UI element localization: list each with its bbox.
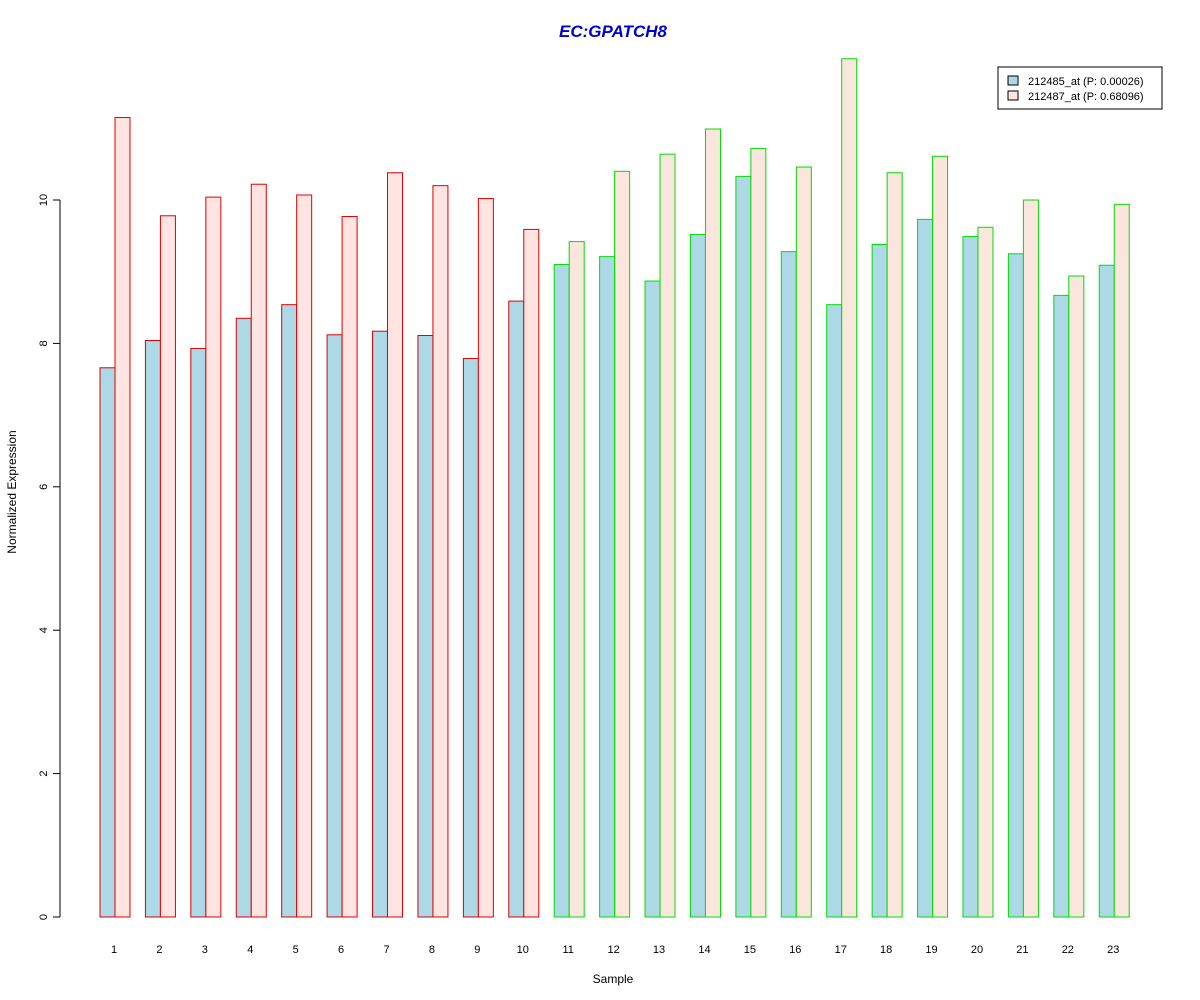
bar-212487-sample-23 (1113, 203, 1130, 918)
x-tick-label: 6 (338, 944, 344, 956)
x-tick-label: 14 (698, 944, 710, 956)
bar-212487-sample-18 (886, 172, 903, 918)
bar-212487-sample-22 (1068, 275, 1085, 918)
bar-212485-sample-12 (599, 256, 616, 918)
bar-212485-sample-7 (372, 330, 389, 918)
legend: 212485_at (P: 0.00026) 212487_at (P: 0.6… (997, 66, 1163, 110)
bar-212485-sample-22 (1053, 294, 1070, 918)
bar-212487-sample-7 (387, 172, 404, 918)
bar-212485-sample-8 (417, 335, 434, 918)
bar-212485-sample-11 (553, 264, 570, 918)
bar-212487-sample-10 (523, 228, 540, 918)
bar-212487-sample-21 (1022, 199, 1039, 918)
x-tick-label: 21 (1016, 944, 1028, 956)
x-tick-label: 4 (247, 944, 253, 956)
legend-label-series-1: 212485_at (P: 0.00026) (1028, 76, 1144, 88)
bar-212485-sample-9 (462, 357, 479, 918)
bar-212487-sample-11 (568, 241, 585, 918)
bar-212487-sample-2 (159, 215, 176, 918)
bar-212485-sample-20 (962, 236, 979, 918)
x-tick-label: 18 (880, 944, 892, 956)
bar-212487-sample-16 (795, 166, 812, 918)
chart-title: EC:GPATCH8 (559, 22, 668, 41)
x-tick-label: 5 (293, 944, 299, 956)
bar-212487-sample-9 (477, 198, 494, 918)
bar-212485-sample-17 (826, 304, 843, 918)
x-tick-label: 17 (835, 944, 847, 956)
bar-212485-sample-19 (917, 218, 934, 918)
bar-212485-sample-21 (1007, 253, 1024, 918)
bar-212487-sample-8 (432, 185, 449, 918)
y-tick-label: 2 (38, 771, 50, 777)
legend-box (997, 66, 1163, 110)
x-tick-label: 10 (517, 944, 529, 956)
bar-212487-sample-14 (704, 128, 721, 918)
bar-212485-sample-14 (689, 233, 706, 918)
x-tick-label: 15 (744, 944, 756, 956)
bar-212487-sample-6 (341, 215, 358, 918)
y-tick-label: 8 (38, 340, 50, 346)
bar-212485-sample-3 (190, 347, 207, 918)
x-tick-label: 11 (562, 944, 573, 956)
bar-212485-sample-23 (1098, 264, 1115, 918)
x-tick-label: 23 (1107, 944, 1119, 956)
x-tick-label: 3 (202, 944, 208, 956)
y-tick-label: 10 (38, 194, 50, 206)
legend-swatch-series-2 (1007, 90, 1019, 101)
y-tick-label: 4 (38, 627, 50, 633)
bar-212485-sample-16 (780, 251, 797, 918)
legend-swatch-series-1 (1007, 75, 1019, 86)
x-tick-label: 12 (607, 944, 619, 956)
x-tick-label: 8 (429, 944, 435, 956)
legend-label-series-2: 212487_at (P: 0.68096) (1028, 91, 1144, 103)
bar-212485-sample-18 (871, 243, 888, 918)
bar-212485-sample-6 (326, 334, 343, 918)
y-tick-label: 0 (38, 914, 50, 920)
x-tick-label: 1 (111, 944, 117, 956)
bar-212487-sample-20 (977, 226, 994, 918)
y-tick-label: 6 (38, 484, 50, 490)
bar-212487-sample-1 (114, 117, 131, 918)
x-tick-label: 13 (653, 944, 665, 956)
bars-group (99, 58, 1130, 918)
bar-212487-sample-12 (614, 170, 631, 918)
bar-212485-sample-4 (235, 317, 252, 918)
bar-212487-sample-15 (750, 147, 767, 918)
x-tick-label: 2 (156, 944, 162, 956)
bar-212487-sample-19 (932, 155, 949, 918)
bar-212485-sample-1 (99, 367, 116, 918)
bar-212487-sample-4 (250, 183, 267, 918)
x-tick-label: 16 (789, 944, 801, 956)
y-axis: 0 2 4 6 8 10 (38, 194, 61, 920)
x-tick-label: 19 (925, 944, 937, 956)
bar-212487-sample-17 (841, 58, 858, 918)
x-tick-label: 7 (383, 944, 389, 956)
x-tick-label: 22 (1062, 944, 1074, 956)
bar-212485-sample-5 (281, 304, 298, 918)
bar-212485-sample-10 (508, 300, 525, 918)
bar-212487-sample-5 (296, 194, 313, 918)
x-tick-labels: 1 2 3 4 5 6 7 8 9 10 11 12 13 14 15 16 17 18 19 20 21 22 23 (111, 944, 1119, 956)
bar-212485-sample-2 (144, 340, 161, 918)
x-tick-label: 9 (474, 944, 480, 956)
x-tick-label: 20 (971, 944, 983, 956)
bar-212487-sample-3 (205, 196, 222, 918)
bar-212485-sample-15 (735, 175, 752, 918)
y-axis-label: Normalized Expression (5, 430, 19, 553)
bar-212487-sample-13 (659, 153, 676, 918)
bar-212485-sample-13 (644, 280, 661, 918)
x-axis-label: Sample (593, 972, 634, 986)
